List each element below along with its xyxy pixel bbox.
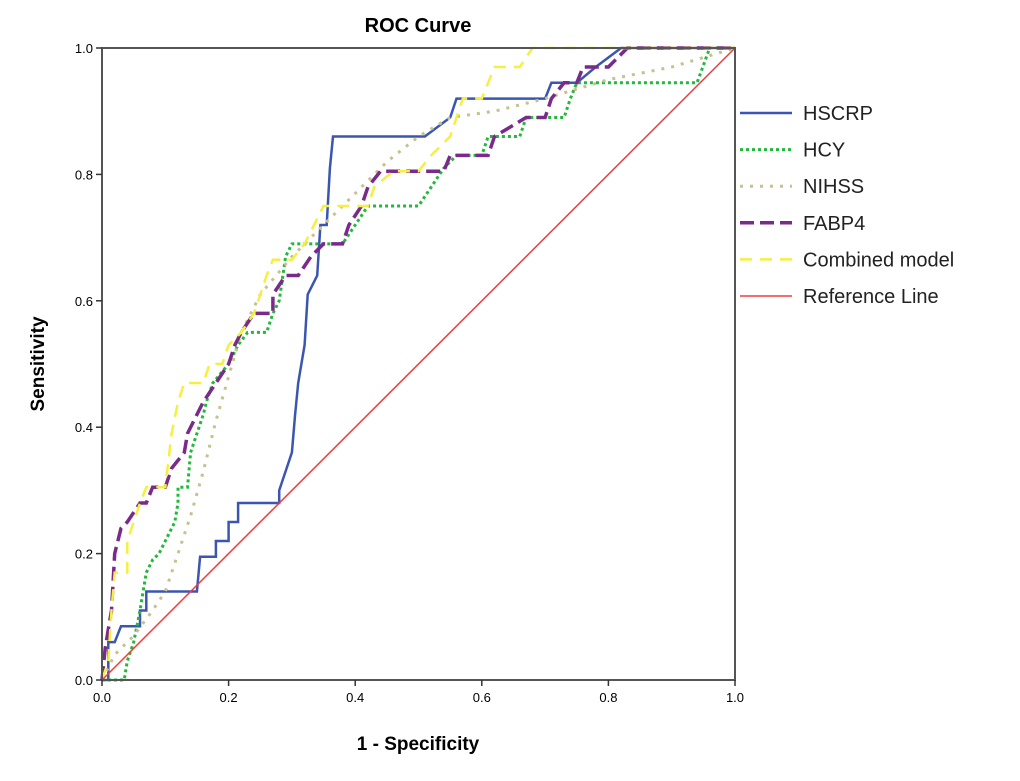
legend-item: Combined model — [740, 249, 954, 271]
legend-label: FABP4 — [803, 213, 865, 235]
series-layer — [100, 46, 736, 682]
y-axis-label: Sensitivity — [28, 316, 49, 411]
series-line-reference-line — [101, 47, 736, 681]
x-tick-label: 0.2 — [220, 690, 238, 705]
x-tick-label: 0.8 — [599, 690, 617, 705]
legend-label: HSCRP — [803, 103, 873, 125]
legend-item: NIHSS — [740, 176, 864, 198]
series-line-hcy — [102, 46, 735, 682]
chart-title: ROC Curve — [365, 15, 472, 37]
legend-item: HSCRP — [740, 103, 873, 125]
series-line-hscrp — [102, 46, 735, 682]
x-tick-label: 0.6 — [473, 690, 491, 705]
legend-item: FABP4 — [740, 213, 865, 235]
y-tick-label: 0.0 — [75, 673, 93, 688]
legend-item: HCY — [740, 140, 845, 162]
ticks-layer: 0.0 0.2 0.4 0.6 0.8 1.0 0.0 0.2 0.4 0.6 0.8 1.0 — [75, 41, 744, 705]
legend-label: Reference Line — [803, 286, 939, 308]
legend-label: NIHSS — [803, 176, 864, 198]
y-tick-label: 0.6 — [75, 294, 93, 309]
x-tick-label: 0.4 — [346, 690, 364, 705]
legend-label: Combined model — [803, 249, 954, 271]
series-line-combined-model — [100, 46, 735, 681]
x-tick-label: 0.0 — [93, 690, 111, 705]
legend-item: Reference Line — [740, 286, 939, 308]
y-tick-label: 0.8 — [75, 167, 93, 182]
y-tick-label: 1.0 — [75, 41, 93, 56]
series-line-fabp4 — [100, 46, 735, 681]
y-tick-label: 0.4 — [75, 420, 93, 435]
x-tick-label: 1.0 — [726, 690, 744, 705]
x-axis-label: 1 - Specificity — [357, 734, 480, 755]
legend: HSCRP HCY NIHSS FABP4 Combined model Referenc… — [740, 103, 954, 308]
legend-label: HCY — [803, 140, 845, 162]
plot-frame — [101, 47, 736, 681]
y-tick-label: 0.2 — [75, 547, 93, 562]
